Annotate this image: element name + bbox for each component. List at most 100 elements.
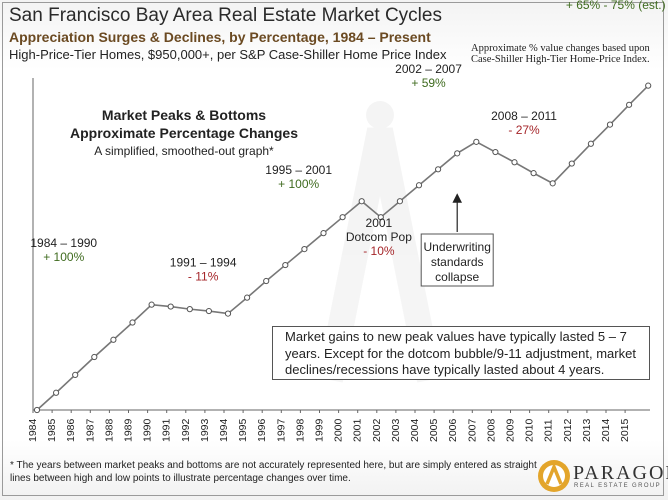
annotation-a5: 2002 – 2007+ 59% <box>395 62 462 90</box>
data-point-1992 <box>186 306 193 313</box>
data-point-2000 <box>339 214 346 221</box>
x-tick-label-1995: 1995 <box>237 418 249 442</box>
x-tick-label-1990: 1990 <box>142 418 154 442</box>
annotation-a4-line-1: Dotcom Pop <box>346 230 412 244</box>
data-point-2008 <box>492 148 499 156</box>
annotation-a2-line-1: - 11% <box>188 269 219 283</box>
x-tick-label-1997: 1997 <box>275 418 287 442</box>
data-point-2014 <box>606 121 614 128</box>
annotation-a3-line-1: + 100% <box>278 177 319 191</box>
x-tick-label-1999: 1999 <box>314 418 326 442</box>
inset-title-line1: Market Peaks & Bottoms <box>102 107 266 123</box>
info-box: Market gains to new peak values have typ… <box>272 326 650 380</box>
series-markers <box>33 82 652 414</box>
annotation-a3: 1995 – 2001+ 100% <box>265 163 332 191</box>
x-tick-label-1998: 1998 <box>294 418 306 442</box>
x-tick-label-2009: 2009 <box>505 418 517 442</box>
annotation-a2: 1991 – 1994- 11% <box>170 255 237 283</box>
data-point-2011 <box>549 180 556 187</box>
x-tick-label-2007: 2007 <box>466 418 478 442</box>
data-point-1990 <box>148 301 155 308</box>
callout-line-2: collapse <box>435 270 479 284</box>
callout-line-1: standards <box>431 255 484 269</box>
x-tick-label-1991: 1991 <box>161 418 173 442</box>
data-point-2003 <box>396 198 403 205</box>
x-tick-label-2000: 2000 <box>333 418 345 442</box>
data-point-1991 <box>167 303 174 310</box>
x-tick-label-2004: 2004 <box>409 418 421 442</box>
watermark-logo <box>317 101 443 383</box>
x-tick-label-2006: 2006 <box>447 418 459 442</box>
x-tick-label-2015: 2015 <box>619 418 631 442</box>
annotation-a4-line-0: 2001 <box>366 216 393 230</box>
data-point-1985 <box>53 389 60 396</box>
x-tick-labels: 1984 1985 1986 1987 1988 1989 1990 1991 1992 1993… <box>27 410 631 442</box>
logo-name: PARAGON <box>573 462 668 484</box>
x-tick-label-2012: 2012 <box>562 418 574 442</box>
data-point-2009 <box>511 159 518 166</box>
x-tick-label-1987: 1987 <box>84 418 96 442</box>
annotation-a1: 1984 – 1990+ 100% <box>30 236 97 264</box>
page-title: San Francisco Bay Area Real Estate Marke… <box>9 5 442 26</box>
annotation-a6-line-0: 2008 – 2011 <box>491 109 557 123</box>
data-point-1998 <box>301 246 308 253</box>
x-tick-label-2001: 2001 <box>352 418 364 442</box>
annotation-a7: 2012 – April 2016+ 65% - 75% (est.) <box>566 0 666 12</box>
x-tick-label-2013: 2013 <box>581 418 593 442</box>
data-point-1994 <box>224 310 232 317</box>
x-tick-label-2011: 2011 <box>543 419 555 442</box>
chart-subtitle: Appreciation Surges & Declines, by Perce… <box>9 29 431 45</box>
data-point-2013 <box>587 140 595 147</box>
inset-title-line3: A simplified, smoothed-out graph* <box>94 144 274 158</box>
annotation-a6: 2008 – 2011- 27% <box>491 109 557 137</box>
data-point-2001 <box>358 198 365 205</box>
data-point-2002 <box>377 214 384 221</box>
paragon-logo-icon <box>538 460 570 492</box>
annotation-a7-line-1: + 65% - 75% (est.) <box>566 0 666 12</box>
data-point-1996 <box>263 277 270 285</box>
annotation-a2-line-0: 1991 – 1994 <box>170 255 237 269</box>
chart-frame <box>2 2 664 496</box>
axes <box>32 78 650 411</box>
data-point-2015 <box>626 101 633 108</box>
x-tick-label-1996: 1996 <box>256 418 268 442</box>
data-point-1995 <box>244 294 251 301</box>
data-point-2005 <box>435 166 442 173</box>
x-tick-label-2008: 2008 <box>485 418 497 442</box>
annotation-a5-line-1: + 59% <box>411 76 446 90</box>
data-point-1988 <box>110 336 117 343</box>
data-point-1999 <box>320 230 327 237</box>
data-point-2012 <box>568 160 575 167</box>
annotations: 1984 – 1990+ 100% 1991 – 1994- 11%1995 – … <box>30 0 665 283</box>
data-point-1987 <box>91 353 98 361</box>
annotation-a3-line-0: 1995 – 2001 <box>265 163 332 177</box>
x-tick-label-1989: 1989 <box>123 418 135 442</box>
footnote: * The years between market peaks and bot… <box>10 460 537 484</box>
inset-title: Market Peaks & Bottoms Approximate Perce… <box>70 107 298 158</box>
x-tick-label-2014: 2014 <box>600 418 612 442</box>
data-point-1989 <box>129 319 136 326</box>
data-point-1997 <box>282 261 289 269</box>
x-tick-label-2005: 2005 <box>428 418 440 442</box>
paragon-logo: PARAGON REAL ESTATE GROUP <box>537 459 668 493</box>
x-tick-label-1985: 1985 <box>46 418 58 442</box>
data-point-2006 <box>454 150 461 157</box>
x-tick-label-1984: 1984 <box>27 418 39 442</box>
x-tick-label-1993: 1993 <box>199 418 211 442</box>
data-point-1993 <box>205 307 212 315</box>
x-tick-label-1986: 1986 <box>65 418 77 442</box>
annotation-a1-line-0: 1984 – 1990 <box>30 236 97 250</box>
logo-tagline: REAL ESTATE GROUP <box>574 483 662 489</box>
x-tick-label-2010: 2010 <box>524 418 536 442</box>
inset-title-line2: Approximate Percentage Changes <box>70 125 298 141</box>
x-tick-label-1988: 1988 <box>103 418 115 442</box>
data-point-2004 <box>415 182 423 189</box>
index-note: Approximate % value changes based upon C… <box>471 43 650 65</box>
x-tick-label-1992: 1992 <box>180 418 192 442</box>
callout-box <box>420 233 494 287</box>
x-tick-label-2002: 2002 <box>371 418 383 442</box>
data-point-1986 <box>72 371 79 378</box>
